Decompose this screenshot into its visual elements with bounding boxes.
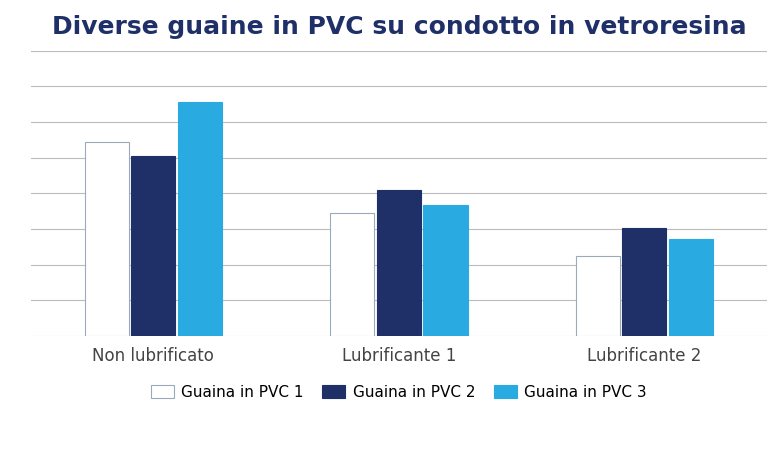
Bar: [622, 228, 666, 336]
Title: Diverse guaine in PVC su condotto in vetroresina: Diverse guaine in PVC su condotto in vet…: [52, 15, 746, 39]
Bar: [84, 142, 129, 336]
Bar: [669, 239, 713, 336]
Bar: [377, 191, 421, 336]
Bar: [576, 256, 619, 336]
Bar: [330, 213, 375, 336]
Bar: [423, 205, 468, 336]
Legend: Guaina in PVC 1, Guaina in PVC 2, Guaina in PVC 3: Guaina in PVC 1, Guaina in PVC 2, Guaina…: [151, 385, 647, 400]
Bar: [131, 156, 175, 336]
Bar: [178, 102, 222, 336]
